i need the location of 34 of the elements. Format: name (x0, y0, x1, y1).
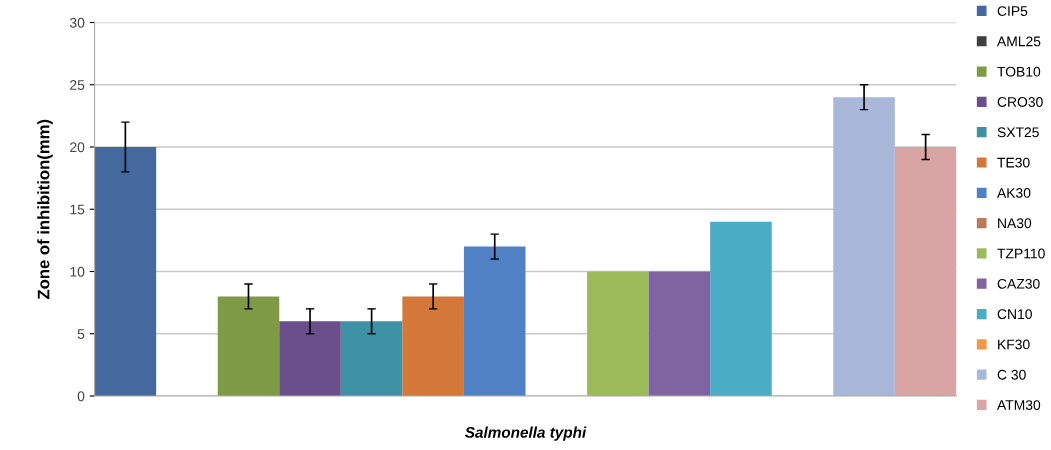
legend-label: CAZ30 (997, 278, 1040, 289)
y-tick-label: 15 (70, 204, 85, 215)
legend-label: NA30 (998, 218, 1032, 229)
bar (710, 221, 772, 396)
bar (833, 97, 895, 396)
bar (894, 147, 957, 396)
y-tick-label: 20 (70, 142, 85, 153)
legend-label: CN10 (997, 309, 1032, 320)
legend-label: C 30 (997, 369, 1026, 380)
legend-label: SXT25 (997, 127, 1039, 138)
bar (587, 271, 649, 396)
bar (340, 321, 403, 396)
y-tick-label: 0 (77, 391, 85, 402)
y-tick-label: 25 (70, 80, 85, 90)
x-tick-label: Salmonella typhi (464, 426, 587, 441)
y-tick-label: 5 (77, 329, 85, 339)
legend-label: AK30 (997, 187, 1031, 198)
legend-label: ATM30 (997, 400, 1041, 410)
bar (402, 296, 464, 396)
legend-label: CIP5 (997, 6, 1028, 16)
legend-label: KF30 (998, 339, 1030, 350)
legend-label: TZP110 (997, 248, 1045, 259)
bar (217, 296, 280, 396)
legend-label: AML25 (997, 36, 1041, 47)
y-axis-title: Zone of inhibition(mm) (37, 119, 53, 300)
y-tick-label: 30 (69, 17, 85, 28)
bar (279, 321, 341, 396)
legend-label: TOB10 (997, 66, 1041, 77)
legend-label: CRO30 (997, 97, 1043, 107)
y-tick-label: 10 (70, 266, 85, 277)
bar (94, 147, 157, 396)
legend-label: TE30 (997, 157, 1030, 168)
bar (648, 271, 711, 396)
bar (463, 246, 526, 396)
